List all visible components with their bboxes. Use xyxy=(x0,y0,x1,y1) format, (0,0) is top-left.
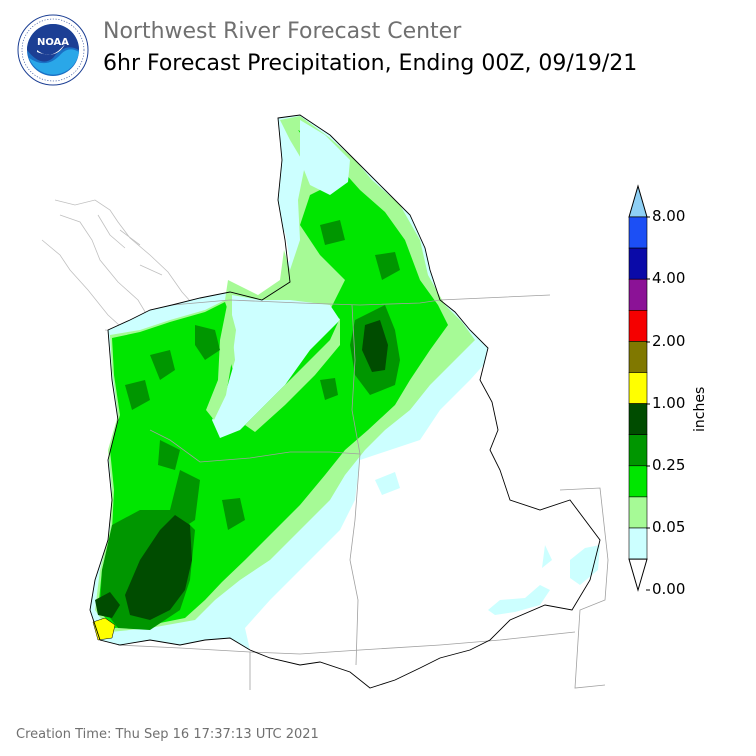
colorbar-swatch xyxy=(628,434,648,467)
colorbar-swatch xyxy=(628,527,648,560)
noaa-logo-text: NOAA xyxy=(37,37,69,48)
colorbar-swatch xyxy=(628,496,648,529)
unit-label: inches xyxy=(692,386,708,432)
colorbar-top-arrow xyxy=(628,184,648,218)
colorbar-swatch xyxy=(628,309,648,342)
tick-label: 4.00 xyxy=(652,269,686,287)
basin-outline xyxy=(89,114,601,689)
dark-green-areas xyxy=(95,320,388,620)
scattered-showers xyxy=(375,472,600,615)
tick-label: 0.00 xyxy=(652,580,686,598)
tick-label: 0.05 xyxy=(652,518,686,536)
colorbar-swatches xyxy=(628,184,648,592)
colorbar-swatch xyxy=(628,216,648,249)
tick-label: 0.25 xyxy=(652,456,686,474)
noaa-logo: NOAA xyxy=(17,14,89,86)
colorbar-bottom-arrow xyxy=(628,558,648,592)
colorbar-ticks xyxy=(646,216,650,591)
light-green-fringe xyxy=(206,300,340,432)
tick-label: 1.00 xyxy=(652,394,686,412)
tick-label: 2.00 xyxy=(652,332,686,350)
light-cyan-intrusions xyxy=(212,120,350,438)
product-title: 6hr Forecast Precipitation, Ending 00Z, … xyxy=(103,51,638,76)
colorbar-swatch xyxy=(628,403,648,436)
tick-label: 8.00 xyxy=(652,207,686,225)
colorbar-swatch xyxy=(628,278,648,311)
colorbar-swatch xyxy=(628,465,648,498)
creation-time: Creation Time: Thu Sep 16 17:37:13 UTC 2… xyxy=(16,727,319,742)
agency-title: Northwest River Forecast Center xyxy=(103,19,462,44)
colorbar-swatch xyxy=(628,247,648,280)
colorbar-swatch xyxy=(628,341,648,373)
colorbar-swatch xyxy=(628,372,648,404)
